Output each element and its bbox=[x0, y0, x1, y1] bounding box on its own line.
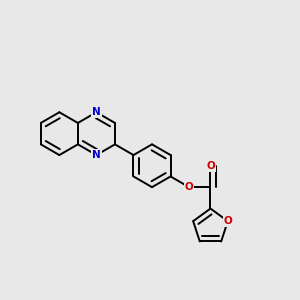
Text: O: O bbox=[206, 161, 215, 171]
Text: N: N bbox=[92, 150, 101, 160]
Text: N: N bbox=[92, 107, 101, 117]
Text: O: O bbox=[185, 182, 194, 192]
Text: O: O bbox=[224, 216, 232, 226]
